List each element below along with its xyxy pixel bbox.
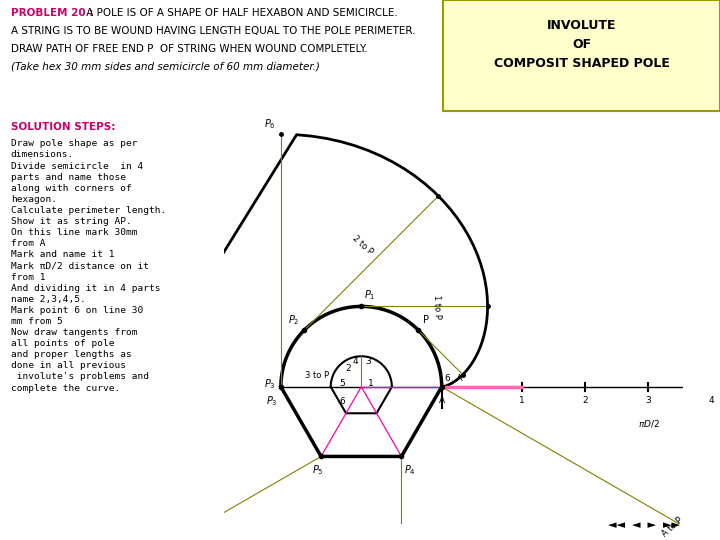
Text: A STRING IS TO BE WOUND HAVING LENGTH EQUAL TO THE POLE PERIMETER.: A STRING IS TO BE WOUND HAVING LENGTH EQ… [11,26,415,36]
Text: INVOLUTE: INVOLUTE [547,19,616,32]
Text: 6  A: 6 A [445,374,462,383]
Text: P: P [423,315,429,325]
Text: Draw pole shape as per
dimensions.
Divide semicircle  in 4
parts and name those
: Draw pole shape as per dimensions. Divid… [11,139,166,393]
Text: 2 to P: 2 to P [351,234,374,257]
Text: $P_4$: $P_4$ [405,464,416,477]
Text: $\pi D/2$: $\pi D/2$ [637,418,660,429]
Text: 2: 2 [582,396,588,405]
Text: A: A [438,396,445,405]
Text: $P_2$: $P_2$ [288,313,300,327]
Text: $P_6$: $P_6$ [264,117,276,131]
Text: 1: 1 [369,379,374,388]
Text: 4: 4 [708,396,714,405]
Text: $P_1$: $P_1$ [364,288,375,302]
Text: 1 to P: 1 to P [431,294,441,319]
Text: $P_3$: $P_3$ [264,377,276,391]
Text: COMPOSIT SHAPED POLE: COMPOSIT SHAPED POLE [494,57,670,70]
Text: 3 to P: 3 to P [305,370,329,380]
Text: DRAW PATH OF FREE END P  OF STRING WHEN WOUND COMPLETELY.: DRAW PATH OF FREE END P OF STRING WHEN W… [11,44,367,54]
Text: 4: 4 [353,357,358,366]
Text: 5: 5 [339,379,345,388]
Text: OF: OF [572,38,591,51]
Text: 1: 1 [519,396,525,405]
Text: A POLE IS OF A SHAPE OF HALF HEXABON AND SEMICIRCLE.: A POLE IS OF A SHAPE OF HALF HEXABON AND… [83,8,397,18]
Text: $P_3$: $P_3$ [266,394,278,408]
Text: PROBLEM 20 :: PROBLEM 20 : [11,8,93,18]
Text: 3: 3 [365,357,371,366]
Text: SOLUTION STEPS:: SOLUTION STEPS: [11,122,115,132]
Text: (Take hex 30 mm sides and semicircle of 60 mm diameter.): (Take hex 30 mm sides and semicircle of … [11,62,320,72]
Text: A to P: A to P [660,515,685,538]
Text: 3: 3 [646,396,652,405]
Text: 2: 2 [346,364,351,374]
Text: ◄◄  ◄  ►  ►►: ◄◄ ◄ ► ►► [608,520,680,530]
Text: $P_5$: $P_5$ [312,464,324,477]
Text: 6: 6 [339,397,345,406]
